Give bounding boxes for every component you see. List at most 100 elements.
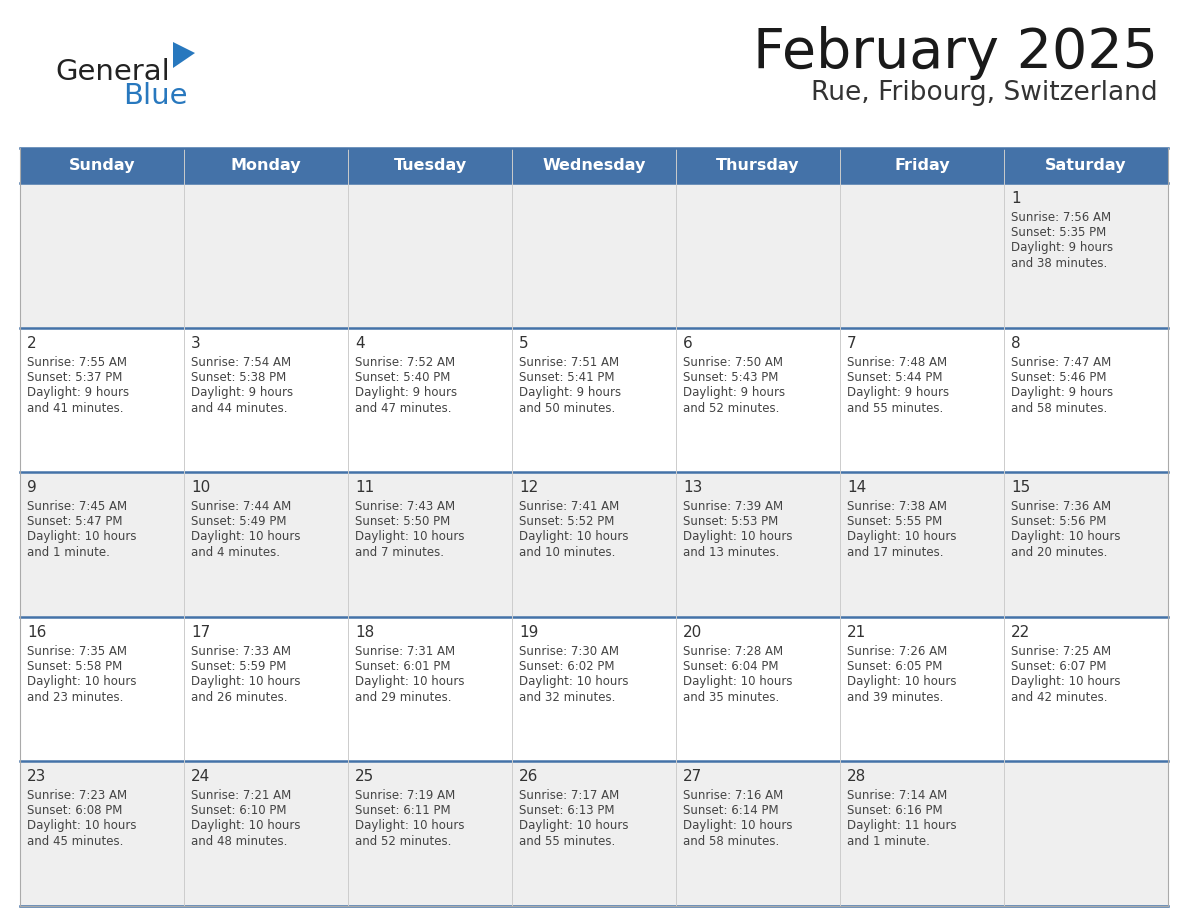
Bar [184, 183, 348, 328]
Text: Daylight: 10 hours
and 4 minutes.: Daylight: 10 hours and 4 minutes. [191, 531, 301, 559]
Text: Daylight: 10 hours
and 39 minutes.: Daylight: 10 hours and 39 minutes. [847, 675, 956, 704]
Text: Daylight: 10 hours
and 1 minute.: Daylight: 10 hours and 1 minute. [27, 531, 137, 559]
Text: Sunset: 5:52 PM: Sunset: 5:52 PM [519, 515, 614, 528]
Text: 22: 22 [1011, 625, 1030, 640]
Text: 24: 24 [191, 769, 210, 784]
Text: Thursday: Thursday [716, 158, 800, 173]
Text: Monday: Monday [230, 158, 302, 173]
Bar [20, 617, 184, 761]
Text: Daylight: 9 hours
and 44 minutes.: Daylight: 9 hours and 44 minutes. [191, 386, 293, 415]
Text: Sunset: 6:08 PM: Sunset: 6:08 PM [27, 804, 122, 817]
Text: Sunset: 5:37 PM: Sunset: 5:37 PM [27, 371, 122, 384]
Text: Rue, Fribourg, Switzerland: Rue, Fribourg, Switzerland [811, 80, 1158, 106]
Text: Sunrise: 7:31 AM: Sunrise: 7:31 AM [355, 644, 455, 658]
Text: Sunset: 5:58 PM: Sunset: 5:58 PM [27, 660, 122, 673]
Text: 15: 15 [1011, 480, 1030, 495]
Text: Sunrise: 7:41 AM: Sunrise: 7:41 AM [519, 500, 619, 513]
Text: Sunrise: 7:21 AM: Sunrise: 7:21 AM [191, 789, 291, 802]
Bar [20, 472, 184, 617]
Text: Daylight: 11 hours
and 1 minute.: Daylight: 11 hours and 1 minute. [847, 820, 956, 848]
Bar [512, 148, 676, 183]
Text: 13: 13 [683, 480, 702, 495]
Bar [676, 183, 840, 328]
Text: Daylight: 9 hours
and 38 minutes.: Daylight: 9 hours and 38 minutes. [1011, 241, 1113, 270]
Bar [676, 472, 840, 617]
Text: Sunset: 6:14 PM: Sunset: 6:14 PM [683, 804, 778, 817]
Text: 6: 6 [683, 336, 693, 351]
Text: Daylight: 10 hours
and 10 minutes.: Daylight: 10 hours and 10 minutes. [519, 531, 628, 559]
Bar [840, 183, 1004, 328]
Text: Sunset: 6:13 PM: Sunset: 6:13 PM [519, 804, 614, 817]
Text: Daylight: 9 hours
and 58 minutes.: Daylight: 9 hours and 58 minutes. [1011, 386, 1113, 415]
Text: 2: 2 [27, 336, 37, 351]
Bar [1004, 617, 1168, 761]
Bar [20, 761, 184, 906]
Text: 19: 19 [519, 625, 538, 640]
Text: Sunset: 5:49 PM: Sunset: 5:49 PM [191, 515, 286, 528]
Text: Sunrise: 7:38 AM: Sunrise: 7:38 AM [847, 500, 947, 513]
Text: Daylight: 10 hours
and 45 minutes.: Daylight: 10 hours and 45 minutes. [27, 820, 137, 848]
Text: Sunrise: 7:50 AM: Sunrise: 7:50 AM [683, 355, 783, 369]
Text: Sunset: 5:40 PM: Sunset: 5:40 PM [355, 371, 450, 384]
Bar [184, 148, 348, 183]
Text: 14: 14 [847, 480, 866, 495]
Bar [184, 617, 348, 761]
Text: 1: 1 [1011, 191, 1020, 206]
Text: Sunrise: 7:45 AM: Sunrise: 7:45 AM [27, 500, 127, 513]
Bar [1004, 148, 1168, 183]
Bar [348, 328, 512, 472]
Text: Blue: Blue [124, 82, 188, 110]
Text: Sunrise: 7:55 AM: Sunrise: 7:55 AM [27, 355, 127, 369]
Text: Sunset: 6:11 PM: Sunset: 6:11 PM [355, 804, 450, 817]
Text: Sunrise: 7:28 AM: Sunrise: 7:28 AM [683, 644, 783, 658]
Bar [1004, 328, 1168, 472]
Text: 23: 23 [27, 769, 46, 784]
Bar [840, 472, 1004, 617]
Text: 17: 17 [191, 625, 210, 640]
Text: Sunset: 6:01 PM: Sunset: 6:01 PM [355, 660, 450, 673]
Bar [840, 328, 1004, 472]
Text: Daylight: 9 hours
and 50 minutes.: Daylight: 9 hours and 50 minutes. [519, 386, 621, 415]
Text: Sunrise: 7:39 AM: Sunrise: 7:39 AM [683, 500, 783, 513]
Text: Sunrise: 7:43 AM: Sunrise: 7:43 AM [355, 500, 455, 513]
Text: Daylight: 9 hours
and 41 minutes.: Daylight: 9 hours and 41 minutes. [27, 386, 129, 415]
Text: Sunday: Sunday [69, 158, 135, 173]
Text: Sunrise: 7:51 AM: Sunrise: 7:51 AM [519, 355, 619, 369]
Text: Sunrise: 7:33 AM: Sunrise: 7:33 AM [191, 644, 291, 658]
Text: Sunset: 5:44 PM: Sunset: 5:44 PM [847, 371, 942, 384]
Bar [184, 472, 348, 617]
Text: Sunset: 6:10 PM: Sunset: 6:10 PM [191, 804, 286, 817]
Bar [512, 183, 676, 328]
Text: Sunrise: 7:56 AM: Sunrise: 7:56 AM [1011, 211, 1111, 224]
Text: 5: 5 [519, 336, 529, 351]
Text: 10: 10 [191, 480, 210, 495]
Bar [1004, 761, 1168, 906]
Bar [1004, 183, 1168, 328]
Bar [348, 761, 512, 906]
Text: Sunset: 6:07 PM: Sunset: 6:07 PM [1011, 660, 1106, 673]
Text: Sunset: 6:02 PM: Sunset: 6:02 PM [519, 660, 614, 673]
Text: Sunset: 5:53 PM: Sunset: 5:53 PM [683, 515, 778, 528]
Text: 12: 12 [519, 480, 538, 495]
Text: Sunset: 5:41 PM: Sunset: 5:41 PM [519, 371, 614, 384]
Text: Daylight: 10 hours
and 7 minutes.: Daylight: 10 hours and 7 minutes. [355, 531, 465, 559]
Text: Sunset: 5:35 PM: Sunset: 5:35 PM [1011, 226, 1106, 239]
Text: Sunrise: 7:17 AM: Sunrise: 7:17 AM [519, 789, 619, 802]
Bar [348, 617, 512, 761]
Text: Daylight: 10 hours
and 32 minutes.: Daylight: 10 hours and 32 minutes. [519, 675, 628, 704]
Text: Friday: Friday [895, 158, 950, 173]
Text: 11: 11 [355, 480, 374, 495]
Text: Daylight: 9 hours
and 55 minutes.: Daylight: 9 hours and 55 minutes. [847, 386, 949, 415]
Text: Daylight: 10 hours
and 52 minutes.: Daylight: 10 hours and 52 minutes. [355, 820, 465, 848]
Text: Daylight: 10 hours
and 23 minutes.: Daylight: 10 hours and 23 minutes. [27, 675, 137, 704]
Text: Sunrise: 7:26 AM: Sunrise: 7:26 AM [847, 644, 947, 658]
Text: Sunrise: 7:44 AM: Sunrise: 7:44 AM [191, 500, 291, 513]
Text: Daylight: 10 hours
and 17 minutes.: Daylight: 10 hours and 17 minutes. [847, 531, 956, 559]
Text: Sunrise: 7:36 AM: Sunrise: 7:36 AM [1011, 500, 1111, 513]
Text: 18: 18 [355, 625, 374, 640]
Text: 27: 27 [683, 769, 702, 784]
Text: 16: 16 [27, 625, 46, 640]
Text: Sunrise: 7:30 AM: Sunrise: 7:30 AM [519, 644, 619, 658]
Text: Sunset: 5:38 PM: Sunset: 5:38 PM [191, 371, 286, 384]
Text: 25: 25 [355, 769, 374, 784]
